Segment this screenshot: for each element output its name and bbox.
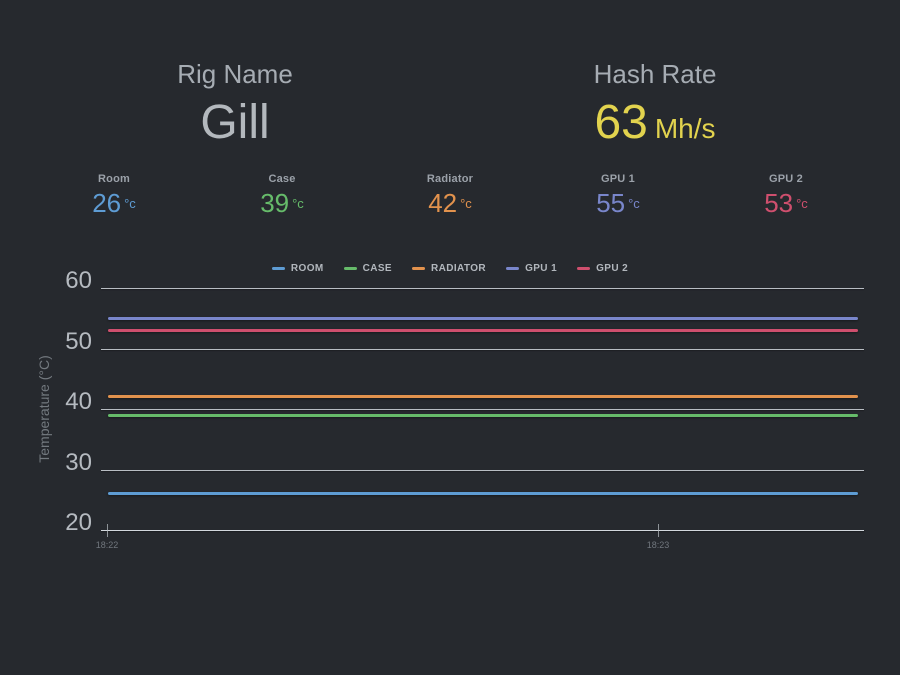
series-line-case (108, 413, 858, 417)
series-line-radiator (108, 395, 858, 399)
x-tick-mark (658, 524, 659, 537)
stat-number: 42 (428, 188, 458, 218)
rig-name-block: Rig Name Gill (0, 58, 470, 149)
stats-row: Room 26 °c Case 39 °c Radiator 42 °c GPU 1 55 °c GPU… (30, 173, 870, 218)
stat-label: GPU 2 (768, 173, 803, 185)
x-tick-mark (107, 524, 108, 537)
stat-number: 26 (92, 188, 122, 218)
legend-swatch (271, 267, 285, 270)
stat-card-gpu-1: GPU 1 55 °c (534, 173, 702, 218)
hash-rate-block: Hash Rate 63 Mh/s (430, 58, 880, 152)
y-tick-label: 20 (65, 509, 92, 536)
x-tick-label: 18:23 (646, 540, 670, 550)
legend-swatch (412, 267, 425, 270)
gridline-20 (101, 530, 864, 531)
stat-number: 53 (764, 188, 794, 218)
series-line-gpu-1 (108, 316, 858, 320)
legend-swatch (577, 267, 591, 270)
rig-name-label: Rig Name (177, 59, 293, 89)
legend-label: CASE (362, 263, 392, 274)
gridline-50 (101, 348, 864, 350)
hash-rate-unit: Mh/s (654, 113, 716, 144)
hash-rate-number: 63 (594, 96, 648, 149)
gridline-60 (101, 288, 864, 289)
legend-label: GPU 1 (525, 263, 558, 274)
legend-item-gpu-2[interactable]: GPU 2 (577, 263, 628, 274)
stat-unit: °c (292, 196, 304, 211)
rig-name-value: Gill (200, 96, 270, 149)
stat-label: Case (268, 173, 296, 185)
x-tick-label: 18:22 (95, 540, 119, 550)
legend-label: ROOM (290, 263, 324, 274)
stat-unit: °c (628, 196, 640, 211)
stat-value: 39 °c (198, 189, 366, 218)
legend-label: GPU 2 (596, 263, 629, 274)
series-line-gpu-2 (108, 328, 858, 332)
series-line-room (108, 492, 858, 496)
stat-card-case: Case 39 °c (198, 173, 366, 218)
hash-rate-value: 63 Mh/s (430, 99, 880, 152)
stat-label: GPU 1 (600, 173, 635, 185)
legend-label: RADIATOR (431, 263, 487, 274)
stat-value: 55 °c (534, 189, 702, 218)
y-tick-label: 40 (65, 388, 92, 415)
gridline-40 (101, 409, 864, 410)
chart-legend: ROOM CASE RADIATOR GPU 1 GPU 2 (0, 263, 900, 274)
legend-item-case[interactable]: CASE (343, 263, 392, 274)
stat-card-room: Room 26 °c (30, 173, 198, 218)
legend-item-gpu-1[interactable]: GPU 1 (506, 263, 557, 274)
stat-unit: °c (460, 196, 472, 211)
stat-number: 39 (260, 188, 290, 218)
stat-card-radiator: Radiator 42 °c (366, 173, 534, 218)
y-tick-label: 50 (65, 327, 92, 355)
gridline-30 (101, 469, 864, 471)
legend-item-radiator[interactable]: RADIATOR (412, 263, 486, 274)
stat-value: 42 °c (366, 189, 534, 218)
stat-value: 53 °c (702, 189, 870, 218)
stat-unit: °c (796, 196, 808, 211)
y-tick-label: 30 (65, 448, 92, 476)
stat-label: Room (98, 173, 130, 185)
legend-swatch (506, 267, 520, 270)
legend-item-room[interactable]: ROOM (271, 263, 324, 274)
stat-unit: °c (124, 196, 136, 211)
stat-label: Radiator (426, 173, 474, 185)
legend-swatch (343, 267, 357, 270)
stat-value: 26 °c (30, 189, 198, 218)
y-tick-label: 60 (65, 267, 92, 294)
stat-number: 55 (596, 188, 626, 218)
hash-rate-label: Hash Rate (593, 59, 717, 89)
stat-card-gpu-2: GPU 2 53 °c (702, 173, 870, 218)
